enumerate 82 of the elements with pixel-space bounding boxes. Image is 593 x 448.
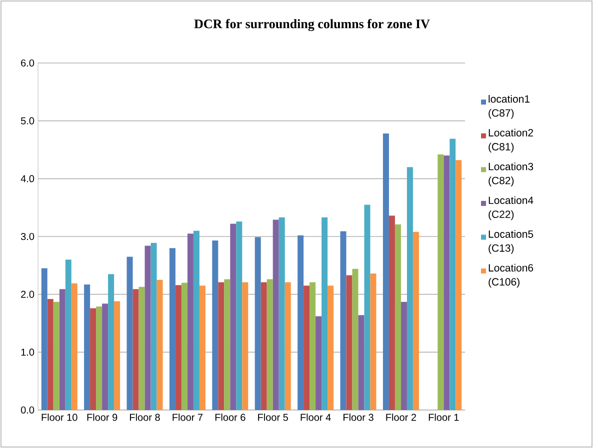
bar xyxy=(84,284,90,410)
x-tick-label: Floor 1 xyxy=(428,414,459,421)
legend-label: Location6 (C106) xyxy=(488,264,534,288)
legend-label: Location5 (C13) xyxy=(488,230,534,254)
x-tick-label: Floor 2 xyxy=(386,414,416,421)
bar xyxy=(364,204,370,410)
y-tick-label: 2.0 xyxy=(21,290,34,298)
legend-label: location1 (C87) xyxy=(488,94,530,119)
bar xyxy=(400,302,407,410)
bar xyxy=(218,282,224,410)
bar xyxy=(230,224,236,410)
bar xyxy=(193,230,200,410)
bar xyxy=(175,285,182,410)
y-tick-label: 1.0 xyxy=(21,348,34,356)
bar xyxy=(96,306,102,410)
bar xyxy=(412,232,419,410)
legend-label: Location2 (C81) xyxy=(488,128,534,153)
bar xyxy=(394,224,401,410)
x-tick-label: Floor 6 xyxy=(215,414,246,421)
bar xyxy=(102,304,108,410)
bar xyxy=(382,134,389,410)
x-tick-label: Floor 4 xyxy=(300,414,331,421)
y-tick-label: 5.0 xyxy=(20,117,34,124)
bar xyxy=(260,282,267,410)
bar xyxy=(304,286,310,410)
bar xyxy=(236,221,242,410)
bar xyxy=(328,286,334,410)
bar xyxy=(322,217,328,410)
bar xyxy=(456,160,462,410)
bar xyxy=(144,246,151,410)
bar xyxy=(242,282,248,410)
bar xyxy=(156,280,163,410)
bar xyxy=(132,289,139,410)
bar xyxy=(187,234,194,410)
bar xyxy=(266,279,273,410)
bar xyxy=(254,237,261,410)
bar xyxy=(181,282,188,410)
bar xyxy=(224,279,230,410)
bar xyxy=(370,274,376,410)
bar xyxy=(59,289,66,410)
x-tick-label: Floor 9 xyxy=(87,414,118,421)
bar xyxy=(41,268,48,410)
bar xyxy=(340,231,346,410)
bar xyxy=(212,240,218,410)
bar xyxy=(352,268,358,410)
x-tick-label: Floor 5 xyxy=(258,414,288,421)
bar xyxy=(53,302,60,410)
bar xyxy=(47,298,54,410)
legend-label: Location4 (C22) xyxy=(488,196,534,220)
bar xyxy=(169,248,176,410)
bar xyxy=(438,154,444,410)
chart-title: DCR for surrounding columns for zone IV xyxy=(194,18,430,32)
bar xyxy=(316,316,322,410)
bar xyxy=(346,275,352,410)
x-tick-label: Floor 10 xyxy=(42,414,78,421)
bar xyxy=(150,242,157,410)
bar xyxy=(108,274,114,410)
bar xyxy=(444,156,450,410)
y-tick-label: 3.0 xyxy=(20,232,34,240)
bar xyxy=(138,286,145,410)
x-tick-label: Floor 8 xyxy=(130,414,160,421)
bar xyxy=(199,286,206,410)
bar xyxy=(278,217,285,410)
bar xyxy=(71,283,78,410)
bar xyxy=(114,301,120,410)
y-tick-label: 4.0 xyxy=(20,175,34,182)
y-tick-label: 0.0 xyxy=(20,406,34,414)
bar xyxy=(65,260,72,410)
x-tick-label: Floor 7 xyxy=(172,414,203,421)
bar xyxy=(272,220,279,410)
bar xyxy=(406,167,413,410)
bar xyxy=(388,216,395,410)
bar xyxy=(310,282,316,410)
bar xyxy=(284,282,291,410)
bar xyxy=(358,315,364,410)
legend-label: Location3 (C82) xyxy=(488,162,534,186)
bar xyxy=(450,138,456,410)
y-tick-label: 6.0 xyxy=(21,59,34,67)
bar xyxy=(126,256,133,410)
bar xyxy=(90,308,96,410)
x-tick-label: Floor 3 xyxy=(344,414,374,421)
bar xyxy=(298,235,304,410)
